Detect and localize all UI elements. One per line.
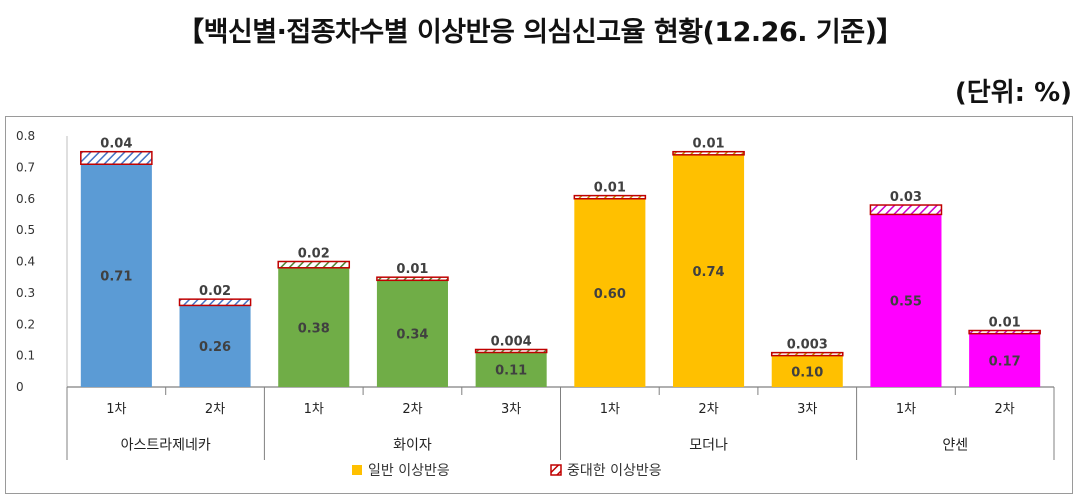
chart-frame: 0 0.1 0.2 0.3 0.4 0.5 0.6 0.7 0.8 0.04 0.71 1차 0.02 0…: [5, 116, 1073, 494]
bar-serious: [80, 150, 153, 165]
y-tick-label: 0.5: [16, 223, 35, 237]
y-tick-label: 0: [16, 380, 24, 394]
bar-general: [278, 267, 350, 387]
unit-label: (단위: %): [954, 78, 1072, 108]
serious-value-label: 0.01: [396, 262, 428, 277]
bar-serious: [672, 150, 745, 156]
dose-label: 3차: [501, 402, 521, 417]
general-value-label: 0.38: [298, 321, 330, 336]
serious-value-label: 0.01: [693, 137, 725, 152]
y-tick-label: 0.2: [16, 317, 35, 331]
y-tick-label: 0.7: [16, 160, 35, 174]
bar-serious: [968, 329, 1041, 335]
bar-chart: 0 0.1 0.2 0.3 0.4 0.5 0.6 0.7 0.8 0.04 0.71 1차 0.02 0…: [16, 129, 1055, 479]
dose-label: 2차: [402, 402, 422, 417]
bar-general: [673, 154, 745, 387]
dose-label: 2차: [205, 402, 225, 417]
legend-label: 중대한 이상반응: [567, 463, 662, 479]
bar-general: [870, 214, 942, 387]
bar-serious: [178, 298, 252, 307]
y-tick-label: 0.6: [16, 192, 35, 206]
serious-value-label: 0.02: [199, 284, 231, 299]
dose-label: 2차: [698, 402, 718, 417]
bar-general: [771, 355, 843, 387]
serious-value-label: 0.01: [594, 181, 626, 196]
general-value-label: 0.71: [100, 270, 132, 285]
general-value-label: 0.60: [594, 287, 626, 302]
legend-label: 일반 이상반응: [368, 463, 450, 479]
vaccine-group-label: 얀센: [942, 438, 968, 454]
bar-general: [475, 352, 547, 387]
legend-swatch-serious: [550, 464, 562, 476]
bar-general: [376, 280, 448, 387]
y-tick-label: 0.8: [16, 129, 35, 143]
general-value-label: 0.55: [890, 295, 922, 310]
bar-serious: [869, 204, 943, 216]
vaccine-group-label: 아스트라제네카: [121, 438, 211, 454]
bar-serious: [376, 276, 449, 282]
y-tick-label: 0.4: [16, 255, 35, 269]
dose-label: 3차: [797, 402, 817, 417]
chart-title: 【백신별·접종차수별 이상반응 의심신고율 현황(12.26. 기준)】: [177, 17, 903, 48]
general-value-label: 0.74: [693, 265, 725, 280]
serious-value-label: 0.003: [787, 338, 828, 353]
legend-swatch-general: [352, 465, 362, 475]
serious-value-label: 0.03: [890, 190, 922, 205]
serious-value-label: 0.004: [491, 334, 532, 349]
dose-label: 2차: [995, 402, 1015, 417]
bar-general: [179, 305, 251, 387]
general-value-label: 0.34: [396, 328, 428, 343]
bar-general: [969, 333, 1041, 387]
general-value-label: 0.11: [495, 364, 527, 379]
vaccine-group-label: 모더나: [689, 438, 728, 454]
serious-value-label: 0.02: [298, 247, 330, 262]
bar-general: [80, 164, 152, 387]
bar-serious: [573, 194, 647, 200]
general-value-label: 0.26: [199, 340, 231, 355]
vaccine-group-label: 화이자: [393, 438, 432, 454]
general-value-label: 0.17: [989, 354, 1021, 369]
general-value-label: 0.10: [791, 365, 823, 380]
dose-label: 1차: [600, 402, 620, 417]
dose-label: 1차: [896, 402, 916, 417]
dose-label: 1차: [106, 402, 126, 417]
y-tick-label: 0.1: [16, 349, 35, 363]
serious-value-label: 0.01: [989, 316, 1021, 331]
bar-serious: [277, 260, 351, 269]
bar-general: [574, 198, 646, 387]
bar-serious: [474, 348, 548, 354]
dose-label: 1차: [304, 402, 324, 417]
bar-serious: [770, 351, 844, 357]
y-tick-label: 0.3: [16, 286, 35, 300]
serious-value-label: 0.04: [100, 137, 132, 152]
